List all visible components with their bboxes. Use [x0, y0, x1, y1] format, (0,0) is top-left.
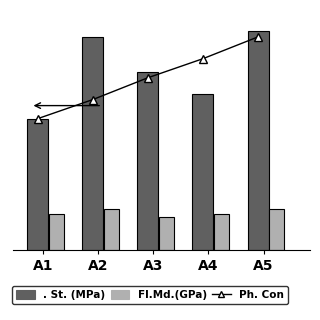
- Bar: [27, 119, 48, 250]
- Bar: [49, 214, 64, 250]
- Bar: [248, 31, 268, 250]
- Legend: . St. (MPa), Fl.Md.(GPa), Ph. Con: . St. (MPa), Fl.Md.(GPa), Ph. Con: [12, 286, 288, 304]
- Bar: [269, 209, 284, 250]
- Bar: [214, 214, 229, 250]
- Bar: [137, 72, 158, 250]
- Bar: [192, 94, 213, 250]
- Bar: [159, 217, 174, 250]
- Bar: [104, 209, 119, 250]
- Bar: [82, 37, 103, 250]
